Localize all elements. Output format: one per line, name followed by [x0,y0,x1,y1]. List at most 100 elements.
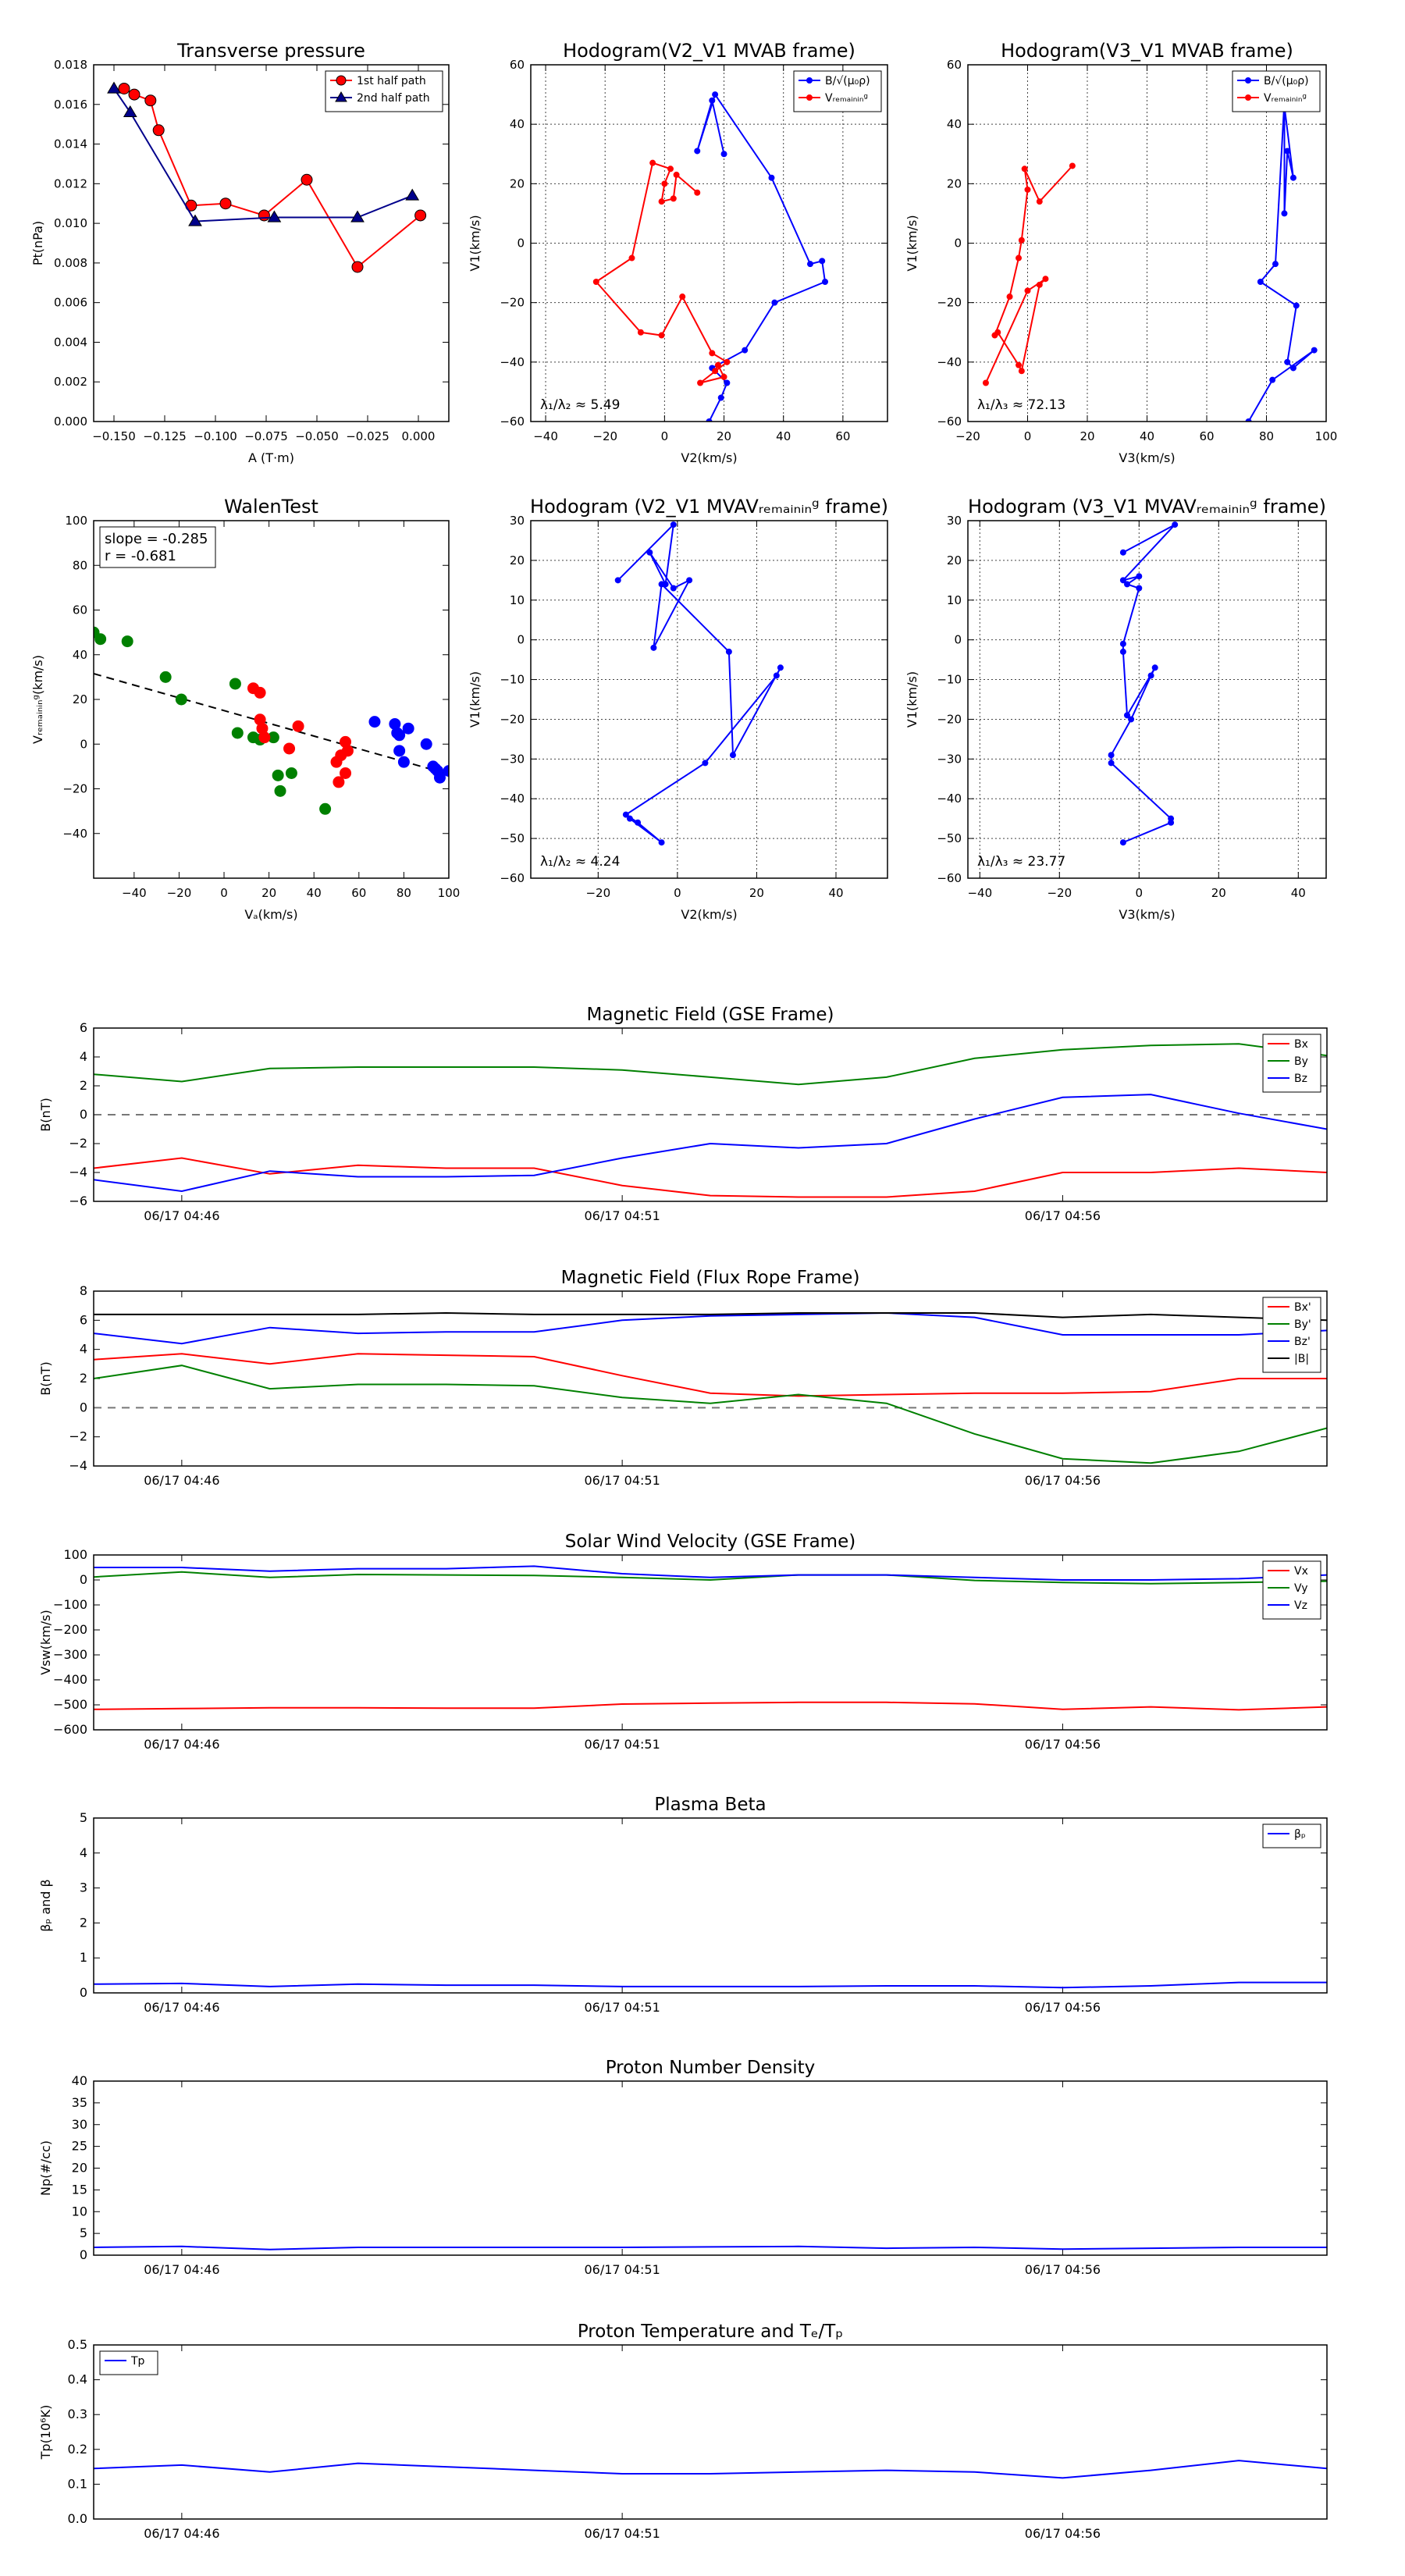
x-tick-label: 06/17 04:46 [144,2526,219,2541]
x-tick-label: −40 [122,886,147,900]
data-point [219,197,232,210]
plot-frame [93,1027,1328,1202]
y-tick-label: 20 [73,692,87,706]
data-point [188,214,202,226]
y-tick-label: 100 [63,1547,87,1562]
data-point [661,180,668,187]
y-tick-label: −600 [53,1722,87,1737]
y-tick-label: −60 [937,415,962,429]
data-point [628,254,635,262]
data-point [272,769,284,781]
x-tick-label: 06/17 04:46 [144,2262,219,2277]
x-tick-label: 06/17 04:56 [1025,2526,1101,2541]
series-line [94,1043,1327,1086]
y-tick-label: 0.000 [54,415,87,429]
plot-frame [93,2344,1328,2520]
data-point [1257,279,1264,286]
plot-area [94,1043,1327,1198]
data-point [1151,664,1158,671]
y-tick-label: 60 [510,58,525,72]
chart-6: Hodogram (V3_V1 MVAVᵣₑₘₐᵢₙᵢₙᵍ frame)−40−… [905,496,1327,922]
x-tick-label: 06/17 04:56 [1025,1473,1101,1488]
y-tick-label: 0.0 [68,2511,87,2526]
chart-title: Hodogram(V3_V1 MVAB frame) [1001,40,1293,62]
y-tick-label: −40 [62,827,87,841]
chart-title: WalenTest [224,496,318,518]
series-line [113,87,413,222]
y-axis-label: βₚ and β [38,1879,53,1932]
data-point [231,727,244,739]
plot-area [94,2245,1327,2250]
chart-7: Magnetic Field (GSE Frame) 06/17 04:46 06/… [38,1005,1328,1223]
data-point [152,124,165,137]
legend-label: 2nd half path [357,92,430,105]
series-line [94,1311,1327,1345]
data-point [592,279,599,286]
series-line [94,1701,1327,1711]
x-tick-label: 20 [1080,429,1094,443]
data-point [1272,261,1279,268]
x-tick-label: 06/17 04:51 [584,2526,660,2541]
x-tick-label: 40 [828,886,843,900]
data-point [1119,648,1126,655]
plot-frame [93,1290,1328,1467]
data-point [1281,210,1288,217]
y-tick-label: 0 [80,2247,87,2262]
plot-frame [967,520,1327,879]
annotation: λ₁/λ₂ ≈ 4.24 [540,854,620,870]
legend-label: Tp [130,2355,145,2368]
x-tick-label: 06/17 04:46 [144,2000,219,2015]
x-tick-label: −0.100 [194,429,237,443]
data-point [768,174,775,181]
plot-area [94,1981,1327,1989]
data-point [729,752,736,759]
data-point [341,745,354,757]
legend-marker [335,91,347,102]
y-tick-label: 20 [72,2161,87,2176]
legend-marker [1245,77,1251,84]
data-point [1269,376,1276,383]
data-point [258,731,271,744]
y-tick-label: 0 [954,633,962,647]
data-point [1108,760,1115,767]
y-tick-label: 4 [80,1845,87,1860]
data-point [679,294,686,301]
x-axis-label: Vₐ(km/s) [244,907,297,922]
data-point [697,379,704,386]
y-axis-label: B(nT) [38,1361,53,1395]
y-tick-label: 0.004 [54,335,87,349]
data-point [635,819,642,826]
chart-title: Magnetic Field (Flux Rope Frame) [561,1268,860,1288]
series-line [595,162,729,384]
data-point [694,148,701,155]
y-tick-label: 40 [73,648,87,662]
chart-title: Proton Number Density [606,2058,816,2078]
x-tick-label: 06/17 04:51 [584,2000,660,2015]
y-tick-label: 4 [80,1342,87,1357]
legend-label: B/√(μ₀ρ) [825,75,870,87]
legend-box [1262,1560,1321,1620]
data-point [649,159,656,166]
data-point [670,585,677,592]
y-tick-label: −20 [500,296,525,310]
data-point [283,742,296,755]
y-axis-label: Vᵣₑₘₐᵢₙᵢₙᵍ(km/s) [30,655,45,744]
y-tick-label: 100 [65,514,87,528]
x-axis-label: V2(km/s) [681,907,737,922]
data-point [350,210,365,222]
data-point [725,648,732,655]
legend-label: Bx [1294,1038,1308,1051]
y-tick-label: 6 [80,1312,87,1327]
data-point [433,771,446,784]
data-point [806,261,813,268]
data-point [1036,198,1043,205]
x-axis-label: V2(km/s) [681,450,737,465]
legend-marker [806,77,813,84]
data-point [670,195,677,202]
data-point [614,577,621,584]
data-point [1119,640,1126,647]
y-tick-label: −6 [69,1194,87,1208]
legend-marker [1245,94,1251,101]
chart-11: Proton Number Density 06/17 04:46 06/17 04… [38,2058,1328,2277]
y-tick-label: −40 [500,355,525,369]
